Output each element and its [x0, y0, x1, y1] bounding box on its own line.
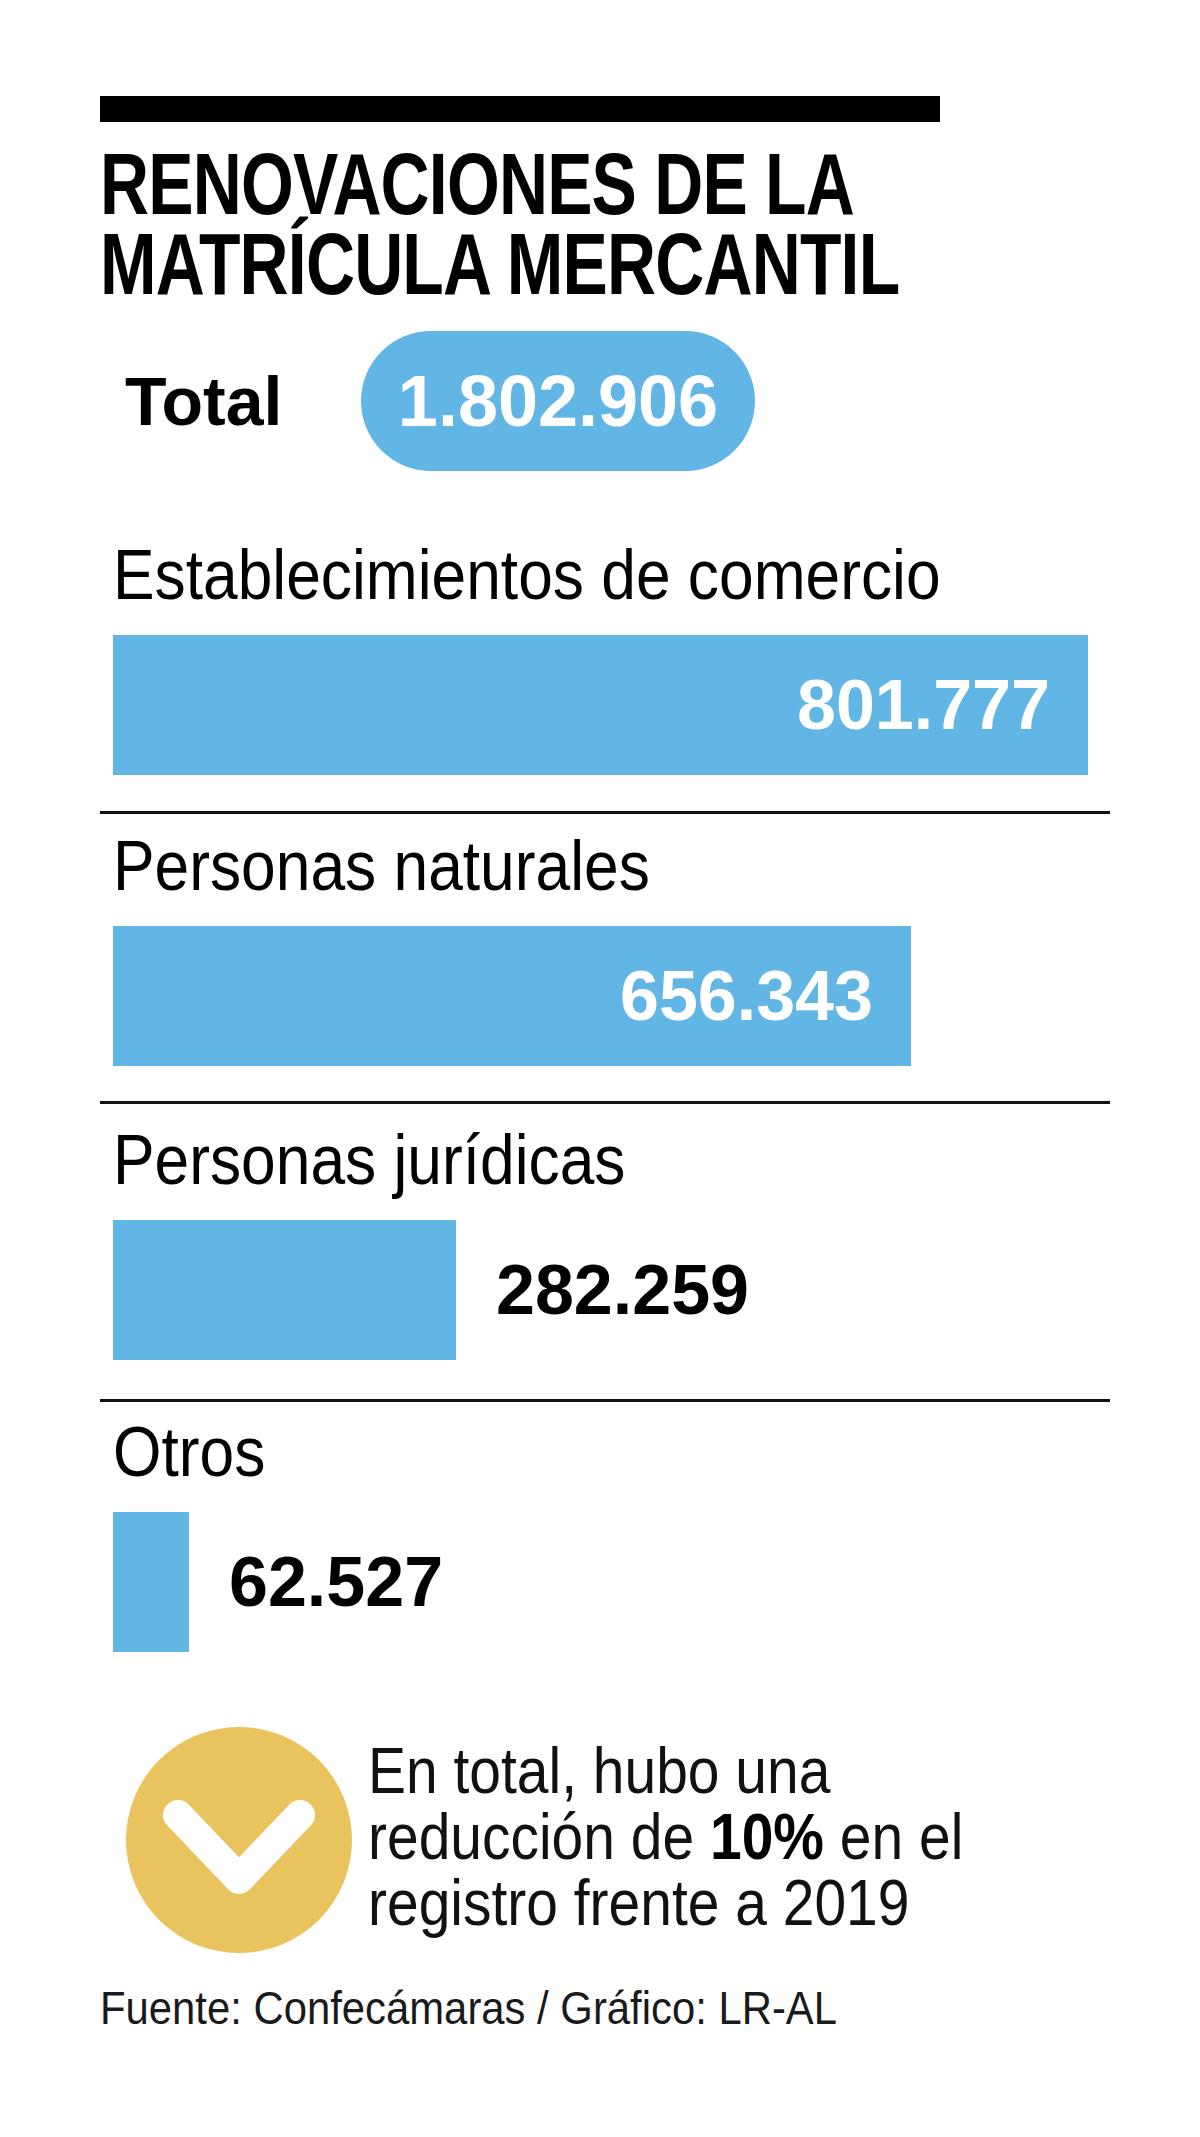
- source-credit: Fuente: Confecámaras / Gráfico: LR-AL: [100, 1983, 928, 2033]
- annotation-line3: registro frente a 2019: [368, 1870, 909, 1936]
- category-label: Personas naturales: [113, 831, 716, 901]
- bar: 282.259: [113, 1220, 456, 1360]
- chart-row: Establecimientos de comercio 801.777 801…: [113, 540, 1123, 830]
- chevron-down-icon: [126, 1727, 352, 1953]
- bar-value: 801.777: [797, 665, 1088, 745]
- section-divider: [100, 811, 1110, 814]
- annotation-line1: En total, hubo una: [368, 1738, 830, 1804]
- chart-row: Otros 62.527 62.527: [113, 1417, 1123, 1707]
- section-divider: [100, 1101, 1110, 1104]
- category-label: Personas jurídicas: [113, 1125, 689, 1195]
- bar: 62.527: [113, 1512, 189, 1652]
- bar: 656.343: [113, 926, 911, 1066]
- category-label: Otros: [113, 1417, 284, 1487]
- total-badge: 1.802.906: [361, 331, 755, 471]
- bar-value: 656.343: [620, 956, 911, 1036]
- annotation-line2: reducción de 10% en el: [368, 1804, 963, 1870]
- annotation-highlight: 10%: [710, 1801, 824, 1873]
- infographic: RENOVACIONES DE LA MATRÍCULA MERCANTIL T…: [0, 0, 1200, 2137]
- total-label: Total: [125, 367, 282, 435]
- title-rule: [100, 96, 940, 122]
- page-title-line2: MATRÍCULA MERCANTIL: [100, 224, 899, 304]
- chart-row: Personas jurídicas 282.259 282.259: [113, 1125, 1123, 1415]
- page-title: RENOVACIONES DE LA MATRÍCULA MERCANTIL: [100, 144, 1125, 304]
- bar-value: 62.527: [229, 1512, 443, 1652]
- total-value: 1.802.906: [398, 360, 718, 442]
- section-divider: [100, 1399, 1110, 1402]
- chart-row: Personas naturales 656.343 656.343: [113, 831, 1123, 1121]
- bar: 801.777: [113, 635, 1088, 775]
- bar-value: 282.259: [496, 1220, 749, 1360]
- page-title-line1: RENOVACIONES DE LA: [100, 144, 854, 224]
- annotation-text: En total, hubo una reducción de 10% en e…: [368, 1738, 1037, 1936]
- category-label: Establecimientos de comercio: [113, 540, 1043, 610]
